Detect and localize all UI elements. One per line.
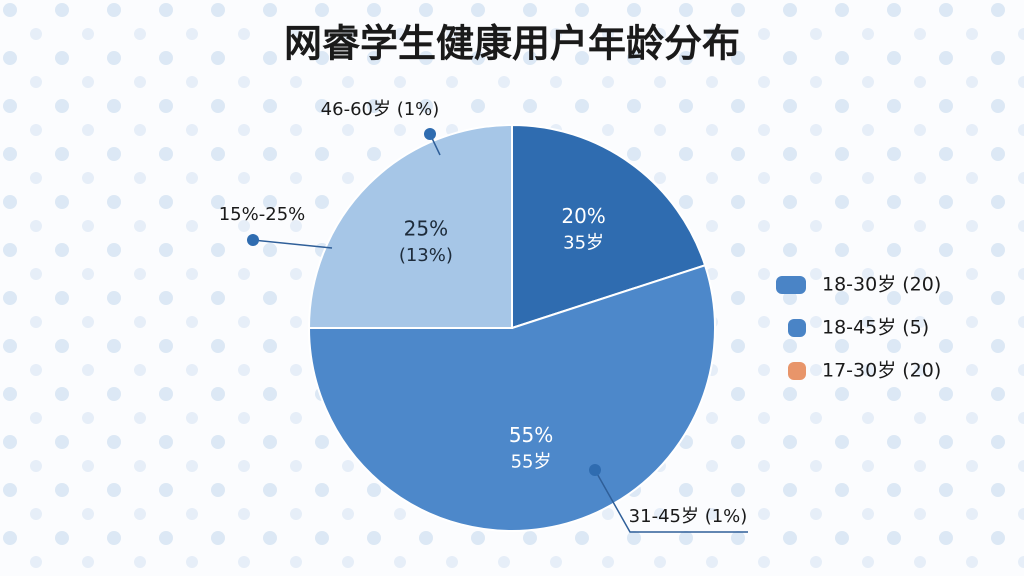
callout-dot bbox=[247, 234, 259, 246]
callout-line bbox=[252, 239, 333, 249]
annotation: 31-45岁 (1%) bbox=[629, 506, 748, 527]
slice-value-label: 55% bbox=[509, 423, 553, 447]
legend-marker bbox=[776, 276, 806, 294]
callout-dot bbox=[589, 464, 601, 476]
callout-line bbox=[594, 469, 748, 533]
slice-sub-label: 55岁 bbox=[511, 451, 552, 472]
slice-value-label: 20% bbox=[561, 204, 605, 228]
slice-sub-label: 35岁 bbox=[563, 232, 604, 253]
annotation: 15%-25% bbox=[219, 204, 306, 225]
pie-slice bbox=[511, 123, 707, 330]
annotation: 46-60岁 (1%) bbox=[321, 99, 440, 120]
legend-marker bbox=[788, 319, 806, 337]
slice-sub-label: (13%) bbox=[399, 245, 453, 266]
pie-slice bbox=[307, 264, 716, 532]
legend-label: 18-45岁 (5) bbox=[822, 317, 929, 339]
legend-marker bbox=[788, 362, 806, 380]
chart-title: 网睿学生健康用户年龄分布 bbox=[284, 22, 740, 66]
pie-slice bbox=[307, 123, 513, 329]
callout-dot bbox=[424, 128, 436, 140]
slice-value-label: 25% bbox=[404, 216, 448, 240]
legend-label: 17-30岁 (20) bbox=[822, 360, 941, 382]
legend-label: 18-30岁 (20) bbox=[822, 274, 941, 296]
